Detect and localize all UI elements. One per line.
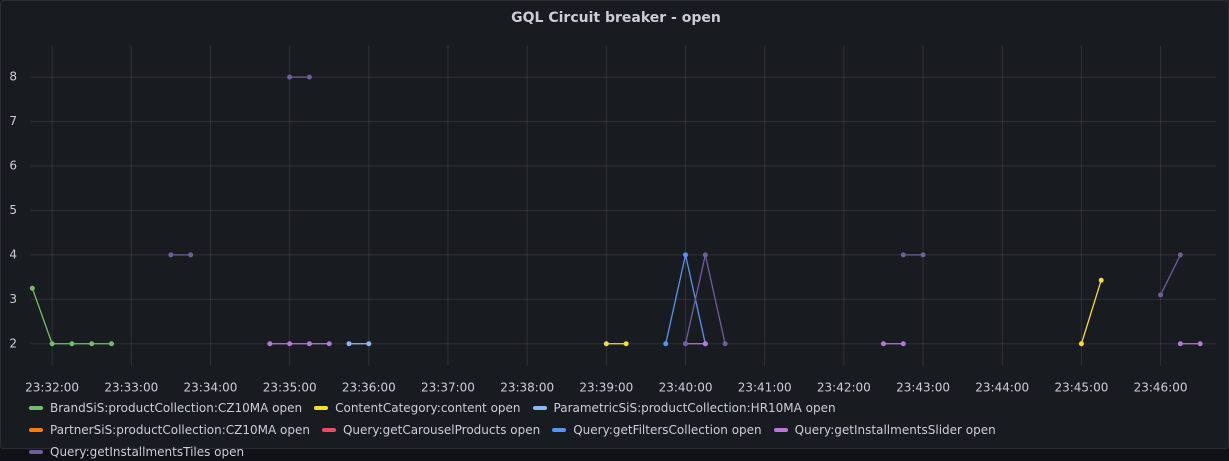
x-tick-label: 23:42:00 [817, 381, 871, 395]
legend-swatch [321, 428, 336, 432]
legend-item[interactable]: PartnerSiS:productCollection:CZ10MA open [29, 421, 310, 439]
legend-swatch [314, 406, 329, 410]
x-tick-label: 23:41:00 [738, 381, 792, 395]
legend-label: Query:getInstallmentsTiles open [50, 445, 245, 459]
series-line [606, 280, 1102, 345]
legend-swatch [552, 428, 567, 432]
data-point [722, 341, 728, 347]
series-line [31, 288, 112, 345]
data-point [880, 341, 886, 347]
data-point [287, 74, 293, 80]
data-point [188, 252, 194, 258]
data-point [326, 341, 332, 347]
data-point [366, 341, 372, 347]
chart: GQL Circuit breaker - open 2 3 4 5 6 7 8 23:32:… [9, 10, 1216, 395]
x-tick-label: 23:38:00 [500, 381, 554, 395]
data-point [1078, 341, 1084, 347]
data-point [306, 74, 312, 80]
legend-label: PartnerSiS:productCollection:CZ10MA open [50, 423, 310, 437]
data-point [683, 252, 689, 258]
x-tick-label: 23:35:00 [263, 381, 317, 395]
legend-item[interactable]: Query:getInstallmentsSlider open [773, 421, 996, 439]
x-tick-label: 23:37:00 [421, 381, 475, 395]
y-tick-label: 3 [9, 292, 17, 306]
x-tick-label: 23:36:00 [342, 381, 396, 395]
y-tick-label: 7 [9, 114, 17, 128]
data-point [900, 252, 906, 258]
data-point [1098, 277, 1104, 283]
legend-item[interactable]: ContentCategory:content open [314, 399, 521, 417]
legend-swatch [773, 428, 788, 432]
legend-item[interactable]: Query:getFiltersCollection open [552, 421, 762, 439]
legend: BrandSiS:productCollection:CZ10MA open Co… [29, 399, 1099, 461]
data-point [900, 341, 906, 347]
y-tick-label: 2 [9, 336, 17, 350]
legend-label: BrandSiS:productCollection:CZ10MA open [50, 401, 303, 415]
legend-item[interactable]: Query:getCarouselProducts open [321, 421, 541, 439]
chart-title: GQL Circuit breaker - open [511, 10, 721, 26]
y-tick-label: 5 [9, 203, 17, 217]
data-point [603, 341, 609, 347]
data-point [683, 341, 689, 347]
legend-swatch [29, 450, 43, 454]
x-tick-label: 23:43:00 [896, 381, 950, 395]
data-point [1197, 341, 1203, 347]
data-point [702, 252, 708, 258]
x-tick-label: 23:45:00 [1054, 381, 1108, 395]
data-point [108, 341, 114, 347]
y-tick-label: 4 [9, 247, 17, 261]
x-tick-label: 23:33:00 [104, 381, 158, 395]
data-point [29, 285, 35, 291]
x-tick-label: 23:39:00 [579, 381, 633, 395]
x-tick-label: 23:46:00 [1134, 381, 1188, 395]
data-point [702, 341, 708, 347]
data-point [89, 341, 95, 347]
x-tick-label: 23:40:00 [659, 381, 713, 395]
data-point [69, 341, 75, 347]
legend-label: Query:getInstallmentsSlider open [794, 423, 996, 437]
data-point [267, 341, 273, 347]
legend-swatch [532, 406, 547, 410]
legend-swatch [29, 406, 43, 410]
data-point [168, 252, 174, 258]
data-point [623, 341, 629, 347]
legend-item[interactable]: Query:getInstallmentsTiles open [29, 443, 244, 461]
y-tick-label: 6 [9, 159, 17, 173]
data-point [346, 341, 352, 347]
legend-label: Query:getFiltersCollection open [573, 423, 762, 437]
data-point [287, 341, 293, 347]
legend-item[interactable]: BrandSiS:productCollection:CZ10MA open [29, 399, 302, 417]
data-point [1158, 292, 1164, 298]
legend-label: Query:getCarouselProducts open [342, 423, 541, 437]
legend-label: ContentCategory:content open [335, 401, 521, 415]
x-tick-label: 23:44:00 [975, 381, 1029, 395]
data-point [920, 252, 926, 258]
legend-swatch [29, 428, 43, 432]
x-tick-label: 23:34:00 [184, 381, 238, 395]
x-tick-label: 23:32:00 [25, 381, 79, 395]
data-point [663, 341, 669, 347]
data-point [49, 341, 55, 347]
data-point [306, 341, 312, 347]
data-point [1177, 252, 1183, 258]
y-tick-label: 8 [9, 70, 17, 84]
data-point [1177, 341, 1183, 347]
legend-label: ParametricSiS:productCollection:HR10MA o… [553, 401, 836, 415]
legend-item[interactable]: ParametricSiS:productCollection:HR10MA o… [532, 399, 836, 417]
